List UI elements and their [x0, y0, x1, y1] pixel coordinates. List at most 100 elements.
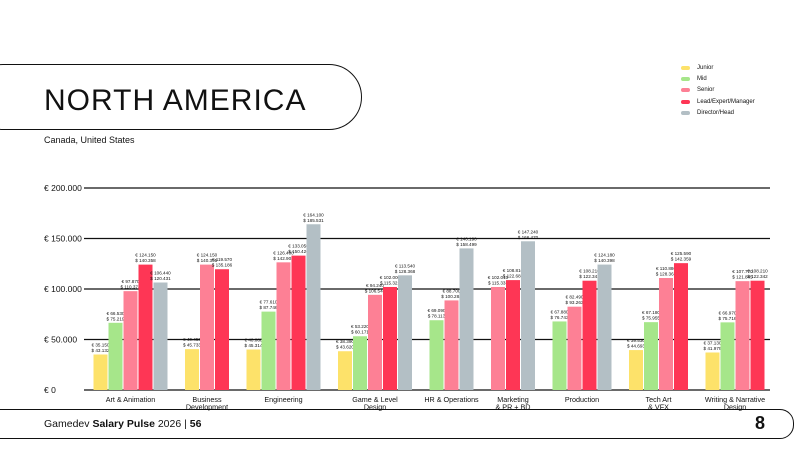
bar-label-eur: € 66.970 — [719, 310, 737, 315]
bar-label-eur: € 39.530 — [627, 338, 645, 343]
bar — [368, 294, 382, 390]
category-label: Marketing — [497, 395, 529, 404]
bar-label-usd: $ 60.171 — [351, 330, 369, 335]
footer-frame — [0, 409, 794, 439]
bar-label-eur: € 124.150 — [197, 253, 218, 258]
category-label: Game & Level — [352, 395, 398, 404]
bar — [123, 291, 138, 390]
bar-label-eur: € 40.080 — [245, 338, 263, 343]
page-number: 56 — [189, 418, 202, 430]
bar-label-usd: $ 140.398 — [594, 258, 615, 263]
legend-item: Mid — [681, 73, 755, 84]
bar-label-eur: € 108.210 — [747, 269, 768, 274]
bar-label-eur: € 119.570 — [212, 257, 233, 262]
bar — [629, 350, 643, 390]
bar — [261, 311, 276, 390]
bar-label-usd: $ 93.263 — [566, 300, 584, 305]
bar-label-usd: $ 43.620 — [336, 345, 354, 350]
brand-logo: 8 — [755, 413, 766, 433]
bar — [735, 281, 750, 390]
bar-label-usd: $ 43.132 — [92, 348, 110, 353]
bar-label-eur: € 67.880 — [551, 309, 569, 314]
bar — [200, 264, 214, 390]
bar — [138, 264, 153, 390]
y-tick-label: € 100.000 — [44, 284, 82, 294]
footer-text: Gamedev Salary Pulse 2026 | 56 — [44, 418, 201, 430]
footer-brand-prefix: Gamedev — [44, 418, 90, 430]
page-subtitle: Canada, United States — [44, 135, 135, 145]
footer-brand-bold: Salary Pulse — [92, 418, 155, 430]
bar — [353, 336, 367, 390]
bar-label-usd: $ 128.368 — [395, 269, 416, 274]
bar — [552, 321, 567, 390]
bar — [153, 282, 168, 390]
legend-item: Lead/Expert/Manager — [681, 96, 755, 107]
bar — [506, 280, 520, 390]
bar — [246, 349, 261, 390]
bar-label-usd: $ 45.733 — [183, 343, 201, 348]
bar-label-usd: $ 41.979 — [704, 346, 722, 351]
bar — [750, 280, 765, 390]
bar-label-eur: € 88.700 — [443, 288, 461, 293]
bar — [306, 224, 321, 390]
legend-swatch — [681, 65, 690, 70]
bar-label-usd: $ 122.681 — [503, 274, 524, 279]
bar-label-eur: € 40.450 — [183, 337, 201, 342]
bar-label-eur: € 110.880 — [656, 266, 677, 271]
legend-label: Director/Head — [697, 109, 735, 116]
page-title: NORTH AMERICA — [44, 84, 307, 117]
bar-label-usd: $ 140.395 — [197, 258, 218, 263]
bar — [276, 262, 291, 390]
bar-label-usd: $ 122.342 — [579, 274, 600, 279]
category-label: Engineering — [264, 395, 302, 404]
bar — [185, 349, 199, 390]
category-label: & VFX — [648, 403, 669, 412]
bar-label-usd: $ 135.186 — [212, 263, 233, 268]
category-label: HR & Operations — [424, 395, 479, 404]
bar-label-eur: € 126.400 — [273, 250, 294, 255]
bar-label-eur: € 140.190 — [456, 236, 477, 241]
bar — [521, 241, 535, 390]
title-frame — [0, 64, 362, 130]
chart-legend: Junior Mid Senior Lead/Expert/Manager Direct… — [681, 62, 755, 118]
bar-label-usd: $ 87.746 — [260, 305, 278, 310]
category-label: Design — [724, 403, 746, 412]
legend-swatch — [681, 88, 690, 93]
category-label: Business — [192, 395, 222, 404]
category-label: & PR + BD — [496, 403, 531, 412]
bar-label-eur: € 133.050 — [288, 244, 309, 249]
bar — [338, 351, 352, 390]
bar — [291, 255, 306, 390]
category-label: Writing & Narrative — [705, 395, 765, 404]
bar-label-eur: € 107.770 — [732, 269, 753, 274]
bar-label-eur: € 67.180 — [642, 310, 660, 315]
bar — [644, 322, 658, 390]
bar-label-eur: € 38.390 — [336, 339, 354, 344]
bar-label-usd: $ 185.531 — [303, 218, 324, 223]
bar-label-eur: € 108.810 — [503, 268, 524, 273]
bar-label-eur: € 82.490 — [566, 295, 584, 300]
y-tick-label: € 50.000 — [44, 335, 77, 345]
bar — [720, 322, 735, 390]
category-label: Art & Animation — [106, 395, 156, 404]
bar — [215, 269, 229, 390]
bar — [597, 264, 612, 390]
legend-label: Lead/Expert/Manager — [697, 98, 755, 105]
bar — [705, 352, 720, 390]
bar-label-eur: € 35.150 — [92, 342, 110, 347]
bar-label-eur: € 164.100 — [303, 212, 324, 217]
bar — [567, 306, 582, 390]
bar-label-eur: € 147.240 — [518, 229, 539, 234]
bar-label-eur: € 108.210 — [579, 269, 600, 274]
bar-label-usd: $ 142.359 — [671, 257, 692, 262]
bar-label-usd: $ 166.470 — [518, 235, 539, 240]
legend-swatch — [681, 76, 690, 81]
bar-label-usd: $ 120.431 — [150, 276, 171, 281]
bar-label-eur: € 66.530 — [107, 311, 125, 316]
bar-label-eur: € 102.000 — [380, 275, 401, 280]
bar-label-eur: € 124.180 — [594, 253, 615, 258]
bar — [459, 248, 474, 390]
bar-label-usd: $ 150.426 — [288, 249, 309, 254]
category-label: Development — [186, 403, 228, 412]
legend-swatch — [681, 110, 690, 115]
